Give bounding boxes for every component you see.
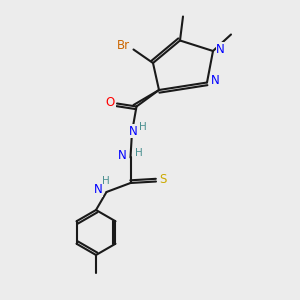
Text: S: S xyxy=(159,173,166,187)
Text: N: N xyxy=(216,43,225,56)
Text: Br: Br xyxy=(117,39,130,52)
Text: H: H xyxy=(135,148,143,158)
Text: N: N xyxy=(118,149,127,163)
Text: O: O xyxy=(106,95,115,109)
Text: N: N xyxy=(128,125,137,138)
Text: N: N xyxy=(94,183,103,196)
Text: N: N xyxy=(211,74,220,88)
Text: H: H xyxy=(139,122,146,133)
Text: H: H xyxy=(102,176,110,187)
